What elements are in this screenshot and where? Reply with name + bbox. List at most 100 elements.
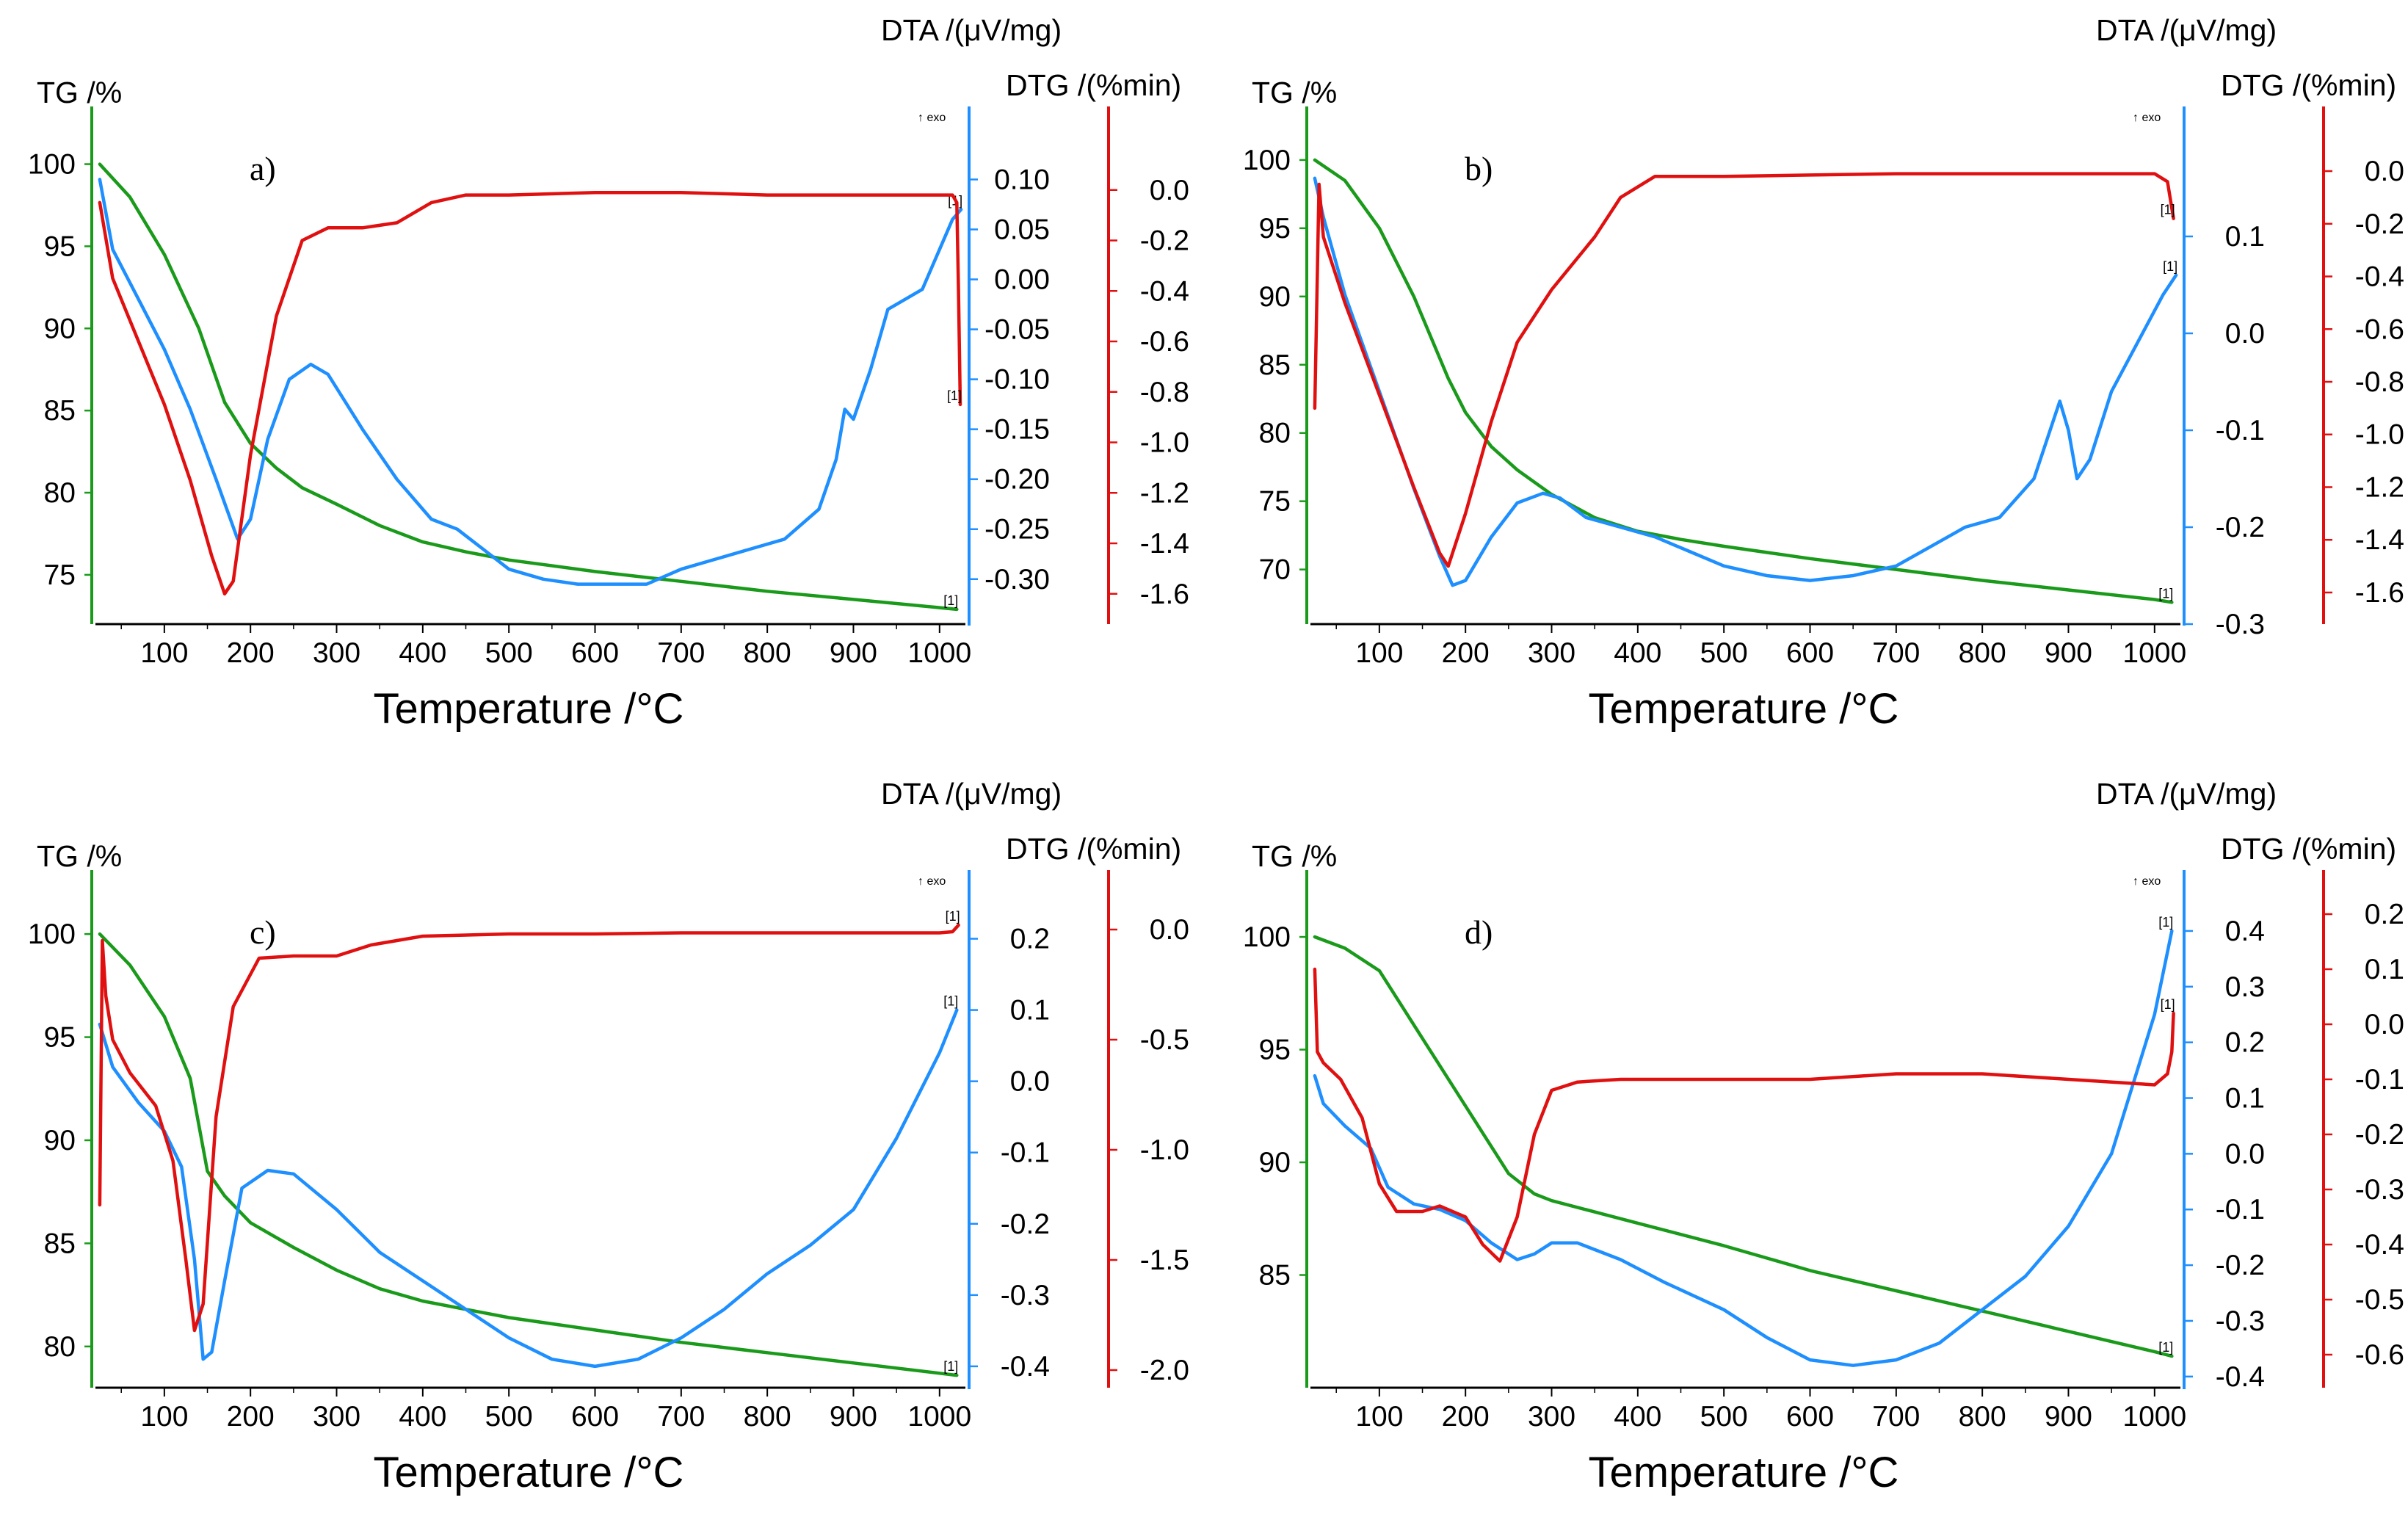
dtg-tick-label: -0.6 xyxy=(1140,326,1189,358)
dtg-tick-label: -0.4 xyxy=(1140,275,1189,307)
dtg-tick-label: -0.2 xyxy=(2355,1119,2404,1151)
x-tick-label: 800 xyxy=(744,637,791,669)
dtg-tick-label: -1.6 xyxy=(2355,577,2404,609)
dtg-tick-label: -1.5 xyxy=(1140,1245,1189,1276)
dta-tick-label: -0.3 xyxy=(2216,609,2265,640)
x-tick-label: 500 xyxy=(485,637,533,669)
x-tick-label: 400 xyxy=(1614,637,1661,669)
exo-indicator: ↑ exo xyxy=(2133,112,2161,124)
x-tick-label: 200 xyxy=(1442,1401,1490,1432)
dtg-curve-marker: [1] xyxy=(2161,203,2175,217)
dtg-tick-label: -0.2 xyxy=(1140,225,1189,257)
x-tick-label: 100 xyxy=(140,1401,188,1432)
dtg-tick-label: 0.1 xyxy=(2365,954,2404,985)
x-tick-label: 400 xyxy=(1614,1401,1661,1432)
tg-tick-label: 100 xyxy=(28,149,76,181)
dta-tick-label: 0.4 xyxy=(2225,916,2265,947)
dtg-tick-label: 0.0 xyxy=(1150,914,1189,946)
tg-curve xyxy=(98,932,959,1377)
dta-tick-label: 0.2 xyxy=(1010,924,1050,955)
x-tick-label: 200 xyxy=(227,1401,275,1432)
x-axis-title: Temperature /°C xyxy=(1589,685,1899,733)
tg-curve-marker: [1] xyxy=(943,1359,958,1374)
dtg-axis-title: DTG /(%min) xyxy=(1006,832,1181,866)
dtg-curve xyxy=(98,190,962,596)
x-tick-label: 700 xyxy=(1872,1401,1920,1432)
tg-tick-label: 75 xyxy=(44,559,76,591)
dta-tick-label: -0.4 xyxy=(1001,1351,1050,1383)
tg-tick-label: 70 xyxy=(1259,554,1291,586)
tg-axis-title: TG /% xyxy=(1252,76,1337,109)
x-tick-label: 1000 xyxy=(2122,637,2186,669)
dta-tick-label: 0.00 xyxy=(994,264,1050,296)
tg-axis-title: TG /% xyxy=(37,76,122,109)
dta-axis-title: DTA /(μV/mg) xyxy=(881,13,1062,47)
x-tick-label: 900 xyxy=(830,637,877,669)
dtg-tick-label: -1.4 xyxy=(2355,524,2404,556)
dtg-curve xyxy=(1313,172,2175,568)
tg-tick-label: 80 xyxy=(1259,418,1291,449)
dtg-tick-label: -0.2 xyxy=(2355,209,2404,240)
dta-tick-label: -0.2 xyxy=(2216,512,2265,543)
x-tick-label: 500 xyxy=(1700,637,1748,669)
dtg-tick-label: -0.4 xyxy=(2355,1229,2404,1261)
dta-curve xyxy=(98,1008,959,1369)
dtg-tick-label: -0.4 xyxy=(2355,261,2404,293)
x-tick-label: 1000 xyxy=(2122,1401,2186,1432)
chart-panel-1: TG /% DTA /(μV/mg) DTG /(%min) Temperature … xyxy=(28,13,1189,733)
x-tick-label: 400 xyxy=(399,1401,446,1432)
dta-tick-label: -0.15 xyxy=(984,414,1050,446)
tg-tick-label: 95 xyxy=(44,1022,76,1054)
tg-tick-label: 75 xyxy=(1259,486,1291,518)
exo-indicator: ↑ exo xyxy=(918,112,946,124)
x-tick-label: 800 xyxy=(1959,1401,2006,1432)
chart-panel-4: TG /% DTA /(μV/mg) DTG /(%min) Temperature … xyxy=(1243,777,2404,1496)
dtg-curve xyxy=(1313,967,2175,1263)
dta-tick-label: 0.0 xyxy=(2225,1138,2265,1170)
x-tick-label: 600 xyxy=(571,1401,619,1432)
tg-curve xyxy=(1313,158,2174,604)
tg-tick-label: 100 xyxy=(28,919,76,950)
dta-curve xyxy=(98,178,963,586)
dtg-tick-label: -1.0 xyxy=(1140,1134,1189,1166)
dtg-tick-label: -1.2 xyxy=(2355,471,2404,503)
x-tick-label: 1000 xyxy=(907,1401,971,1432)
tg-tick-label: 95 xyxy=(1259,213,1291,245)
exo-indicator: ↑ exo xyxy=(2133,875,2161,888)
dtg-curve-marker: [1] xyxy=(947,388,962,403)
dta-tick-label: -0.3 xyxy=(2216,1305,2265,1337)
x-tick-label: 400 xyxy=(399,637,446,669)
dta-tick-label: -0.10 xyxy=(984,364,1050,396)
x-tick-label: 800 xyxy=(744,1401,791,1432)
x-axis-title: Temperature /°C xyxy=(1589,1449,1899,1496)
tg-curve-marker: [1] xyxy=(2158,586,2173,601)
tg-axis-title: TG /% xyxy=(37,839,122,873)
x-tick-label: 600 xyxy=(1786,637,1834,669)
tg-tick-label: 85 xyxy=(1259,1260,1291,1292)
dta-curve-marker: [1] xyxy=(2158,915,2173,930)
dtg-tick-label: 0.2 xyxy=(2365,899,2404,930)
dtg-tick-label: -1.4 xyxy=(1140,528,1189,559)
dtg-tick-label: -0.5 xyxy=(1140,1024,1189,1056)
panel-label: b) xyxy=(1465,150,1493,187)
dta-curve xyxy=(1313,929,2174,1367)
dta-curve-marker: [1] xyxy=(2163,259,2177,274)
x-tick-label: 100 xyxy=(1355,637,1403,669)
x-tick-label: 700 xyxy=(657,637,705,669)
x-tick-label: 200 xyxy=(227,637,275,669)
x-tick-label: 900 xyxy=(2045,637,2092,669)
tg-tick-label: 85 xyxy=(1259,349,1291,381)
panel-label: c) xyxy=(250,913,276,951)
exo-indicator: ↑ exo xyxy=(918,875,946,888)
tg-tick-label: 100 xyxy=(1243,921,1291,953)
tg-tick-label: 90 xyxy=(1259,281,1291,313)
dtg-tick-label: -0.1 xyxy=(2355,1064,2404,1095)
tg-tick-label: 90 xyxy=(44,313,76,344)
x-tick-label: 100 xyxy=(1355,1401,1403,1432)
dta-curve-marker: [1] xyxy=(943,994,958,1009)
panel-label: d) xyxy=(1465,913,1493,951)
tg-tick-label: 100 xyxy=(1243,145,1291,176)
chart-panel-2: TG /% DTA /(μV/mg) DTG /(%min) Temperature … xyxy=(1243,13,2404,733)
dta-tick-label: 0.05 xyxy=(994,214,1050,245)
